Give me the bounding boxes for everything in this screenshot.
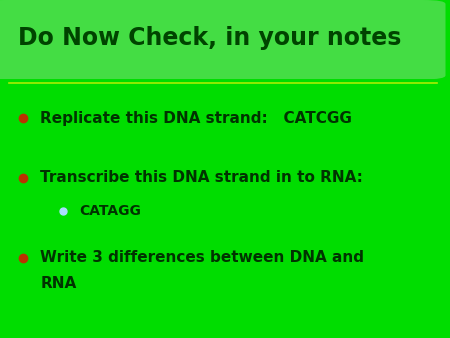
- Text: Do Now Check, in your notes: Do Now Check, in your notes: [18, 26, 401, 50]
- FancyBboxPatch shape: [0, 0, 446, 79]
- Text: Write 3 differences between DNA and: Write 3 differences between DNA and: [40, 250, 365, 265]
- Text: Transcribe this DNA strand in to RNA:: Transcribe this DNA strand in to RNA:: [40, 170, 364, 185]
- Text: CATAGG: CATAGG: [79, 204, 140, 218]
- Text: Replicate this DNA strand:   CATCGG: Replicate this DNA strand: CATCGG: [40, 111, 352, 126]
- Text: RNA: RNA: [40, 276, 77, 291]
